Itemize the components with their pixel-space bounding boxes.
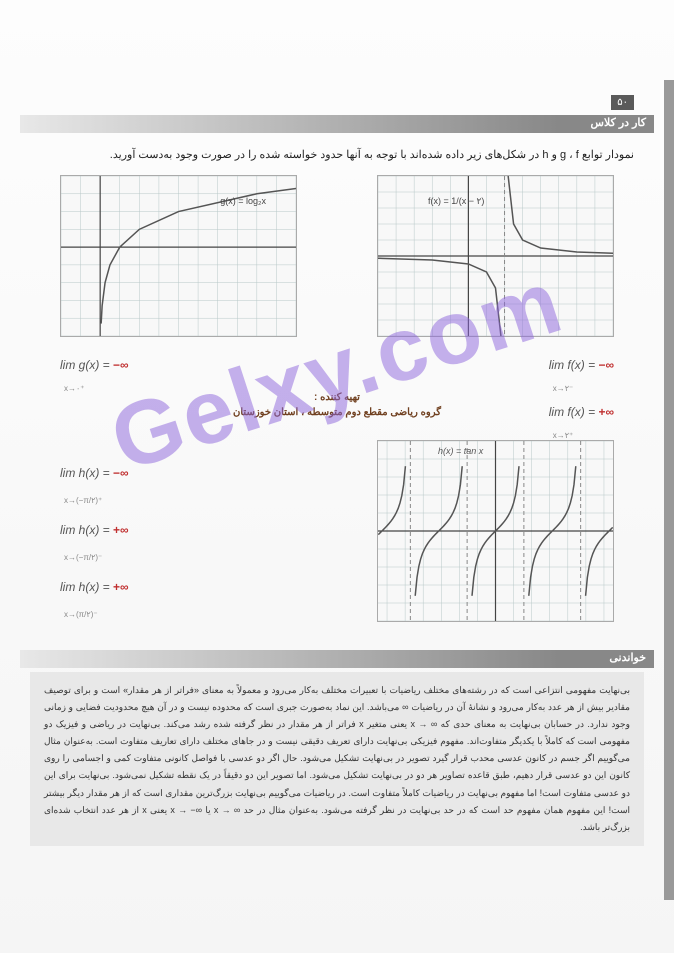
chart-h-svg	[378, 441, 613, 621]
credit-line2: گروه ریاضی مقطع دوم متوسطه ، استان خوزست…	[0, 405, 674, 420]
section-header-label: کار در کلاس	[591, 116, 646, 129]
chart-f-fn-label: f(x) = 1/(x − ۲)	[428, 196, 484, 207]
chart-h-fn-label: h(x) = tan x	[438, 446, 483, 456]
side-strip	[664, 80, 674, 900]
credit-line1: تهیه کننده :	[0, 390, 674, 405]
chart-g: g(x) = log₂x	[60, 175, 297, 337]
limit-line: lim h(x) = +∞x→(π/۲)⁻	[60, 574, 347, 627]
chart-h: h(x) = tan x	[377, 440, 614, 622]
limit-line: lim h(x) = −∞x→(−π/۲)⁺	[60, 460, 347, 513]
chart-f: f(x) = 1/(x − ۲)	[377, 175, 614, 337]
reading-header-label: خواندنی	[609, 651, 646, 664]
limits-h: lim h(x) = −∞x→(−π/۲)⁺lim h(x) = +∞x→(−π…	[60, 440, 347, 630]
reading-header-bar: خواندنی	[20, 650, 654, 668]
page-number: ۵۰	[611, 95, 634, 110]
reading-body: بی‌نهایت مفهومی انتزاعی است که در رشته‌ه…	[30, 672, 644, 846]
section-header-bar: کار در کلاس	[20, 115, 654, 133]
chart-g-fn-label: g(x) = log₂x	[220, 196, 266, 206]
chart-f-svg	[378, 176, 613, 336]
credit-block: تهیه کننده : گروه ریاضی مقطع دوم متوسطه …	[0, 390, 674, 420]
limit-line: lim h(x) = +∞x→(−π/۲)⁻	[60, 517, 347, 570]
tan-section: h(x) = tan x lim h(x) = −∞x→(−π/۲)⁺lim h…	[60, 440, 614, 630]
charts-row-top: f(x) = 1/(x − ۲) g(x) = log₂x	[60, 175, 614, 340]
instruction-text: نمودار توابع g ، f و h در شکل‌های زیر دا…	[40, 148, 634, 161]
